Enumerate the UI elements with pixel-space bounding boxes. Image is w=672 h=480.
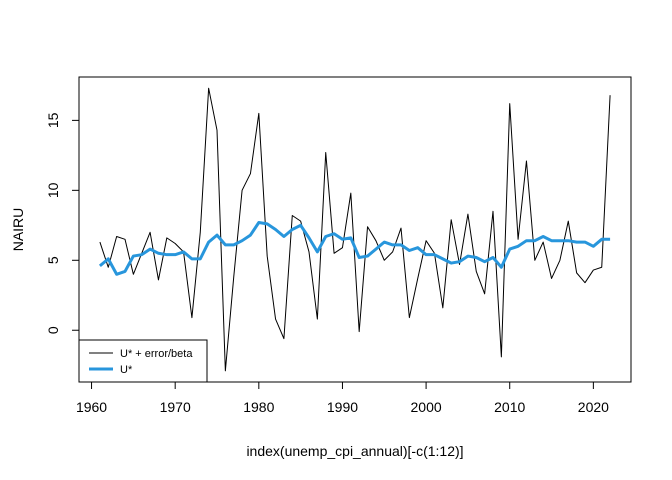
x-axis-label: index(unemp_cpi_annual)[-c(1:12)] (246, 443, 463, 459)
x-tick-label: 1980 (243, 399, 274, 415)
y-tick-label: 10 (45, 182, 61, 198)
x-tick-label: 1960 (76, 399, 107, 415)
legend: U* + error/beta U* (78, 339, 208, 383)
legend-label-u-star: U* (120, 364, 133, 376)
series-layer (98, 87, 611, 372)
x-tick-label: 2010 (494, 399, 525, 415)
legend-label-u-star-error: U* + error/beta (120, 348, 193, 360)
x-tick-label: 2020 (578, 399, 609, 415)
y-tick-label: 5 (45, 256, 61, 264)
y-tick-label: 0 (45, 326, 61, 334)
y-axis-label: NAIRU (10, 208, 26, 252)
x-tick-label: 2000 (411, 399, 442, 415)
legend-box (78, 339, 208, 383)
series-line-u-star-error (99, 87, 611, 372)
y-tick-label: 15 (45, 112, 61, 128)
x-tick-label: 1970 (160, 399, 191, 415)
series-line-u-star (98, 221, 611, 276)
x-tick-label: 1990 (327, 399, 358, 415)
y-axis: 0 5 10 15 (45, 112, 80, 334)
x-axis: 1960 1970 1980 1990 2000 2010 2020 (76, 381, 609, 415)
